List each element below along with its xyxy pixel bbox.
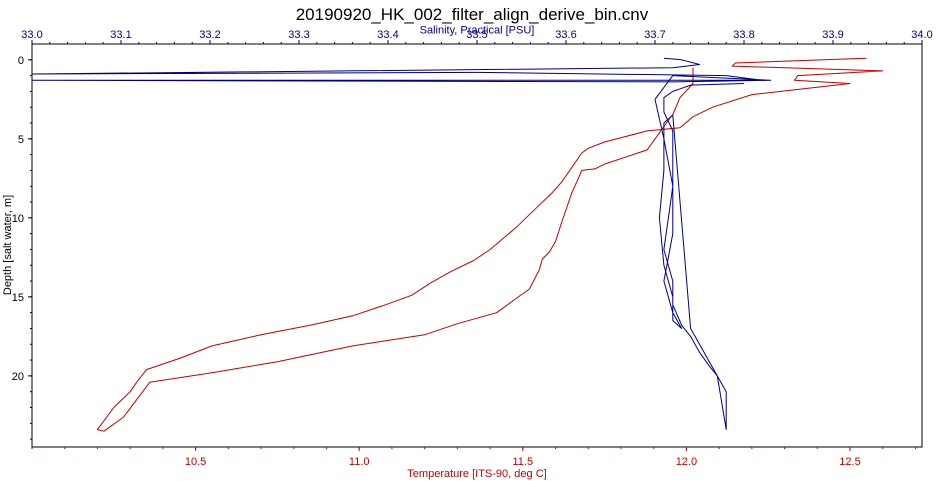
salinity-tick-label: 33.8 bbox=[733, 29, 754, 41]
temperature-tick-label: 11.0 bbox=[349, 456, 370, 468]
temperature-tick-label: 12.0 bbox=[676, 456, 697, 468]
temperature-axis-label: Temperature [ITS-90, deg C] bbox=[407, 468, 546, 480]
depth-tick-label: 0 bbox=[18, 55, 24, 67]
chart-title: 20190920_HK_002_filter_align_derive_bin.… bbox=[296, 5, 649, 24]
depth-tick-label: 20 bbox=[12, 371, 24, 383]
salinity-tick-label: 34.0 bbox=[911, 29, 932, 41]
temperature-tick-label: 11.5 bbox=[513, 456, 534, 468]
salinity-axis-label: Salinity, Practical [PSU] bbox=[420, 25, 535, 37]
salinity-tick-label: 33.4 bbox=[377, 29, 398, 41]
salinity-tick-label: 33.9 bbox=[822, 29, 843, 41]
salinity-tick-label: 33.1 bbox=[110, 29, 131, 41]
depth-tick-label: 10 bbox=[12, 213, 24, 225]
depth-tick-label: 5 bbox=[18, 134, 24, 146]
temperature-tick-label: 10.5 bbox=[185, 456, 206, 468]
salinity-tick-label: 33.5 bbox=[466, 29, 487, 41]
depth-axis-label: Depth [salt water, m] bbox=[2, 195, 14, 295]
salinity-tick-label: 33.3 bbox=[288, 29, 309, 41]
salinity-tick-label: 33.7 bbox=[644, 29, 665, 41]
series-layer bbox=[31, 57, 884, 432]
depth-tick-label: 15 bbox=[12, 292, 24, 304]
temperature-series-line bbox=[96, 57, 884, 432]
salinity-tick-label: 33.6 bbox=[555, 29, 576, 41]
salinity-series-line bbox=[31, 57, 772, 431]
axis-ticks: 33.0 33.1 33.2 33.3 33.4 33.5 33.6 33.7 33.8 33.9… bbox=[12, 29, 933, 468]
salinity-tick-label: 33.2 bbox=[199, 29, 220, 41]
temperature-tick-label: 12.5 bbox=[839, 456, 860, 468]
salinity-tick-label: 33.0 bbox=[21, 29, 42, 41]
plot-frame bbox=[31, 43, 923, 448]
